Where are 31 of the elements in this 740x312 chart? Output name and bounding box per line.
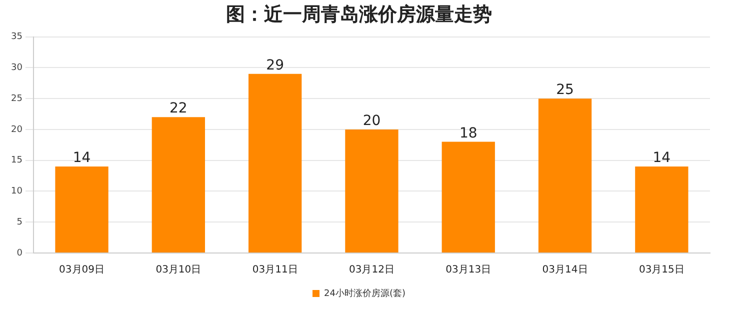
data-label: 25	[556, 82, 574, 98]
y-tick-label: 35	[11, 32, 22, 42]
bar	[635, 166, 688, 252]
bar	[538, 98, 592, 252]
x-tick-label: 03月15日	[638, 264, 684, 276]
y-tick-label: 25	[11, 94, 22, 104]
y-tick-label: 30	[11, 63, 23, 74]
bar	[442, 142, 495, 252]
x-tick-label: 03月11日	[252, 264, 298, 276]
data-label: 22	[170, 100, 188, 117]
data-label: 14	[72, 150, 91, 166]
y-tick-label: 20	[11, 124, 23, 135]
chart-title: 图：近一周青岛涨价房源量走势	[226, 3, 492, 26]
bar	[248, 74, 302, 252]
y-tick-label: 15	[11, 156, 22, 166]
data-label: 18	[459, 125, 478, 142]
y-tick-label: 10	[11, 186, 23, 197]
x-tick-label: 03月09日	[59, 264, 105, 276]
bar	[345, 129, 398, 252]
legend-label: 24小时涨价房源(套)	[324, 288, 406, 299]
data-label: 14	[652, 150, 671, 166]
y-tick-label: 0	[16, 248, 23, 258]
data-label: 29	[266, 58, 284, 74]
x-tick-label: 03月12日	[349, 264, 394, 276]
x-tick-label: 03月10日	[156, 264, 202, 276]
data-label: 20	[362, 113, 381, 130]
x-tick-label: 03月14日	[542, 264, 588, 276]
bar	[152, 117, 206, 252]
x-tick-label: 03月13日	[446, 264, 492, 276]
bar	[55, 166, 108, 252]
y-tick-label: 5	[16, 217, 22, 228]
